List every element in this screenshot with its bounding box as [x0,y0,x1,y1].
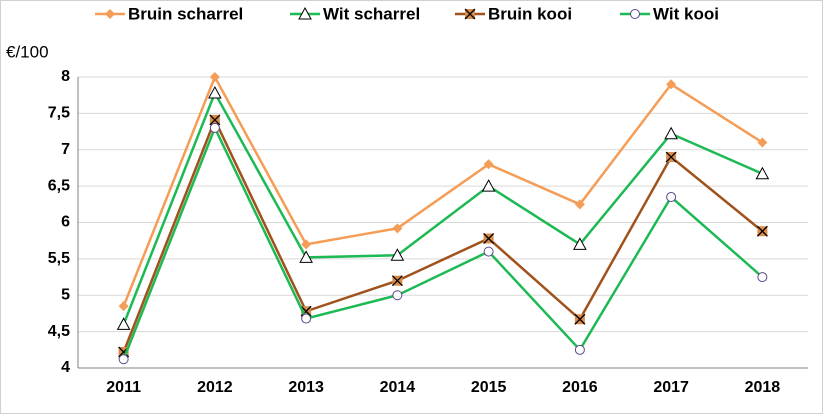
marker [481,179,496,192]
marker [574,199,585,210]
marker [664,126,678,140]
marker [757,272,768,283]
y-tick-label: 4,5 [48,323,70,340]
y-axis-label: €/100 [6,42,49,61]
marker [574,344,585,355]
y-tick-label: 5,5 [48,250,70,267]
marker [483,233,495,244]
x-tick-label: 2012 [197,379,233,396]
x-tick-label: 2018 [745,379,781,396]
legend-label: Bruin scharrel [128,4,243,23]
marker [105,9,115,19]
series-line [122,90,763,325]
marker [574,313,586,325]
legend-label: Bruin kooi [488,4,572,23]
marker [630,9,640,19]
marker [209,122,220,133]
marker [301,239,312,250]
y-tick-label: 6,5 [48,177,70,194]
x-tick-label: 2014 [380,379,416,396]
x-tick-label: 2011 [106,379,141,396]
y-tick-label: 7 [61,141,70,158]
marker [757,137,768,148]
marker [392,290,403,301]
marker [391,275,403,287]
marker [483,246,494,257]
marker [300,305,312,317]
marker [755,166,770,180]
y-tick-label: 6 [61,214,70,231]
marker [209,72,220,82]
marker [298,6,312,20]
marker [483,159,494,170]
legend-label: Wit scharrel [323,4,420,23]
marker [666,192,677,203]
y-tick-label: 7,5 [48,105,70,122]
marker [118,354,129,365]
marker [390,248,405,261]
x-tick-label: 2015 [471,379,507,396]
x-tick-label: 2016 [562,379,598,396]
marker [301,313,312,324]
marker [464,8,476,20]
marker [116,317,131,330]
series-line [122,74,764,307]
marker [392,223,403,234]
series-line [122,124,764,360]
marker [208,85,222,99]
x-tick-label: 2017 [653,379,689,396]
marker [209,114,221,126]
marker [118,301,129,312]
marker [665,151,677,163]
marker [666,79,677,90]
marker [573,237,587,250]
series-line [122,116,764,353]
marker [756,225,768,237]
y-tick-label: 5 [61,286,70,303]
y-tick-label: 8 [61,68,70,85]
x-tick-label: 2013 [288,379,324,396]
y-tick-label: 4 [61,359,70,376]
legend-label: Wit kooi [653,4,719,23]
marker [299,250,313,263]
